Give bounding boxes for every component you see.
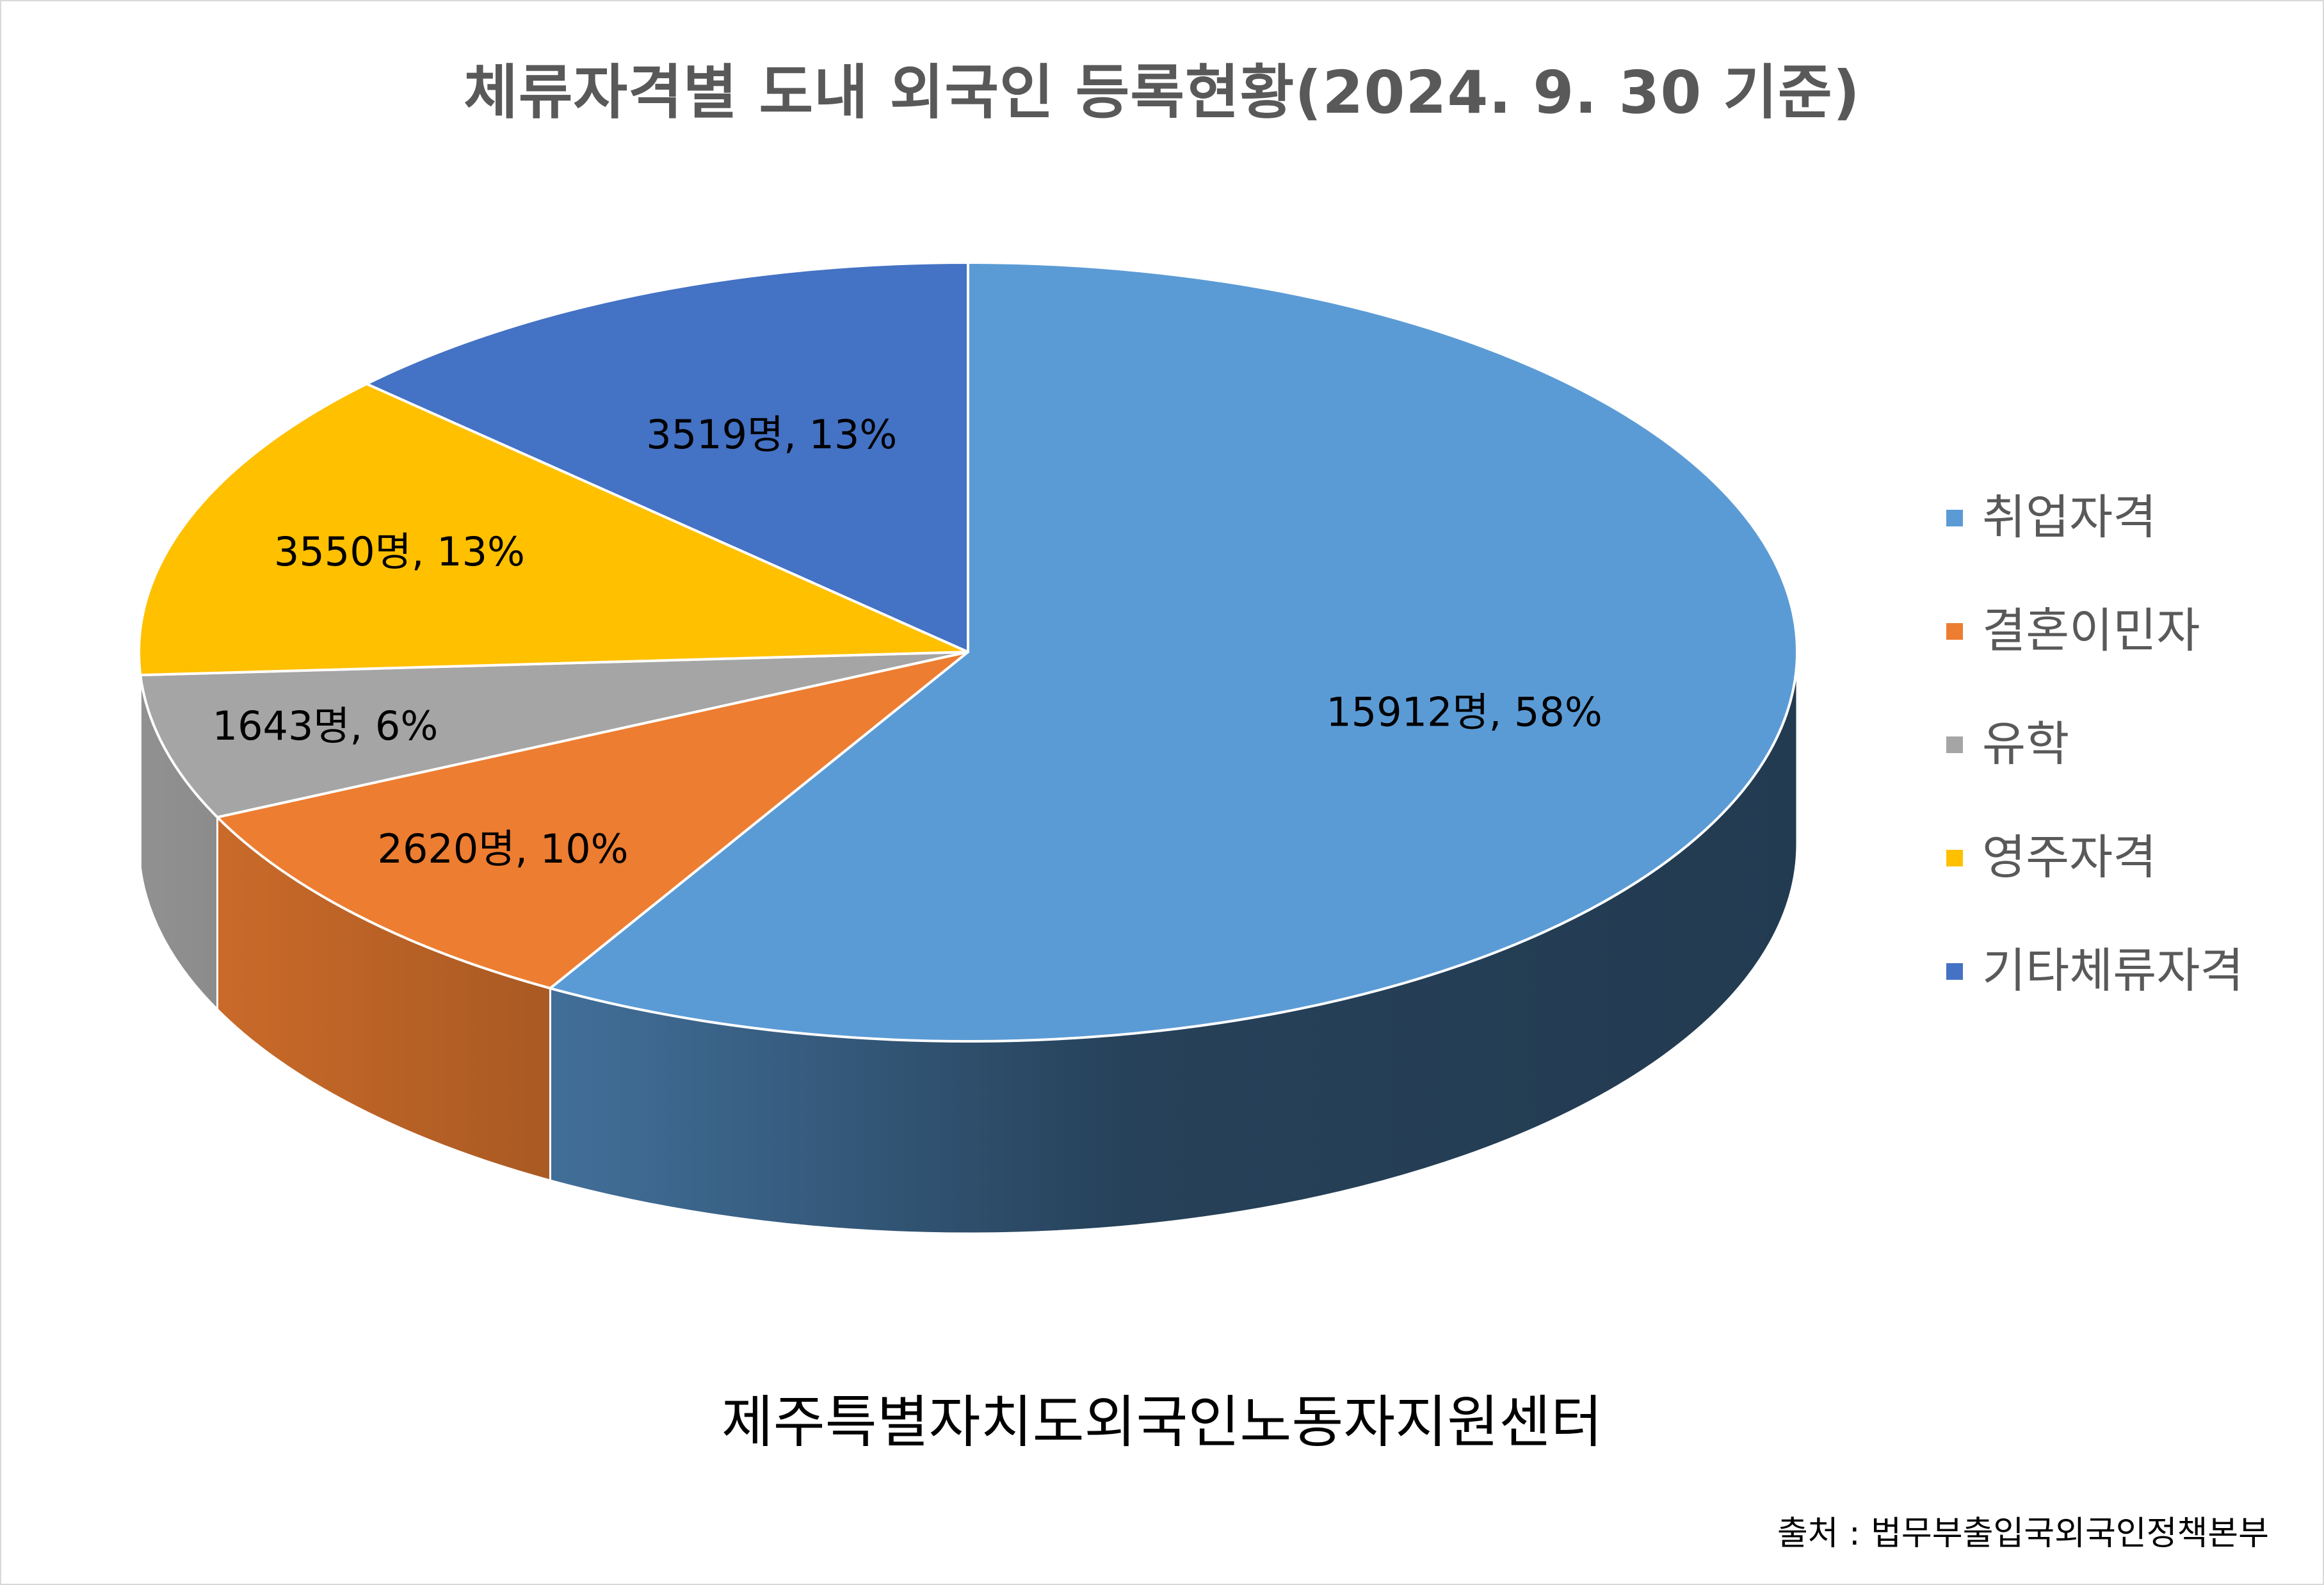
data-label-4: 3519명, 13%	[646, 411, 897, 458]
legend-label-4: 기타체류자격	[1982, 943, 2244, 998]
pie-data-labels: 15912명, 58% 2620명, 10% 1643명, 6% 3550명, 13%…	[213, 411, 1602, 872]
slice-3	[138, 382, 969, 677]
legend-label-3: 영주자격	[1982, 830, 2157, 885]
pie-top-slices	[138, 261, 1798, 1043]
slice-1	[216, 651, 969, 990]
slice-0	[549, 261, 1798, 1043]
legend-swatch-3	[1946, 850, 1963, 866]
slice-4	[365, 261, 969, 653]
data-label-0: 15912명, 58%	[1326, 688, 1602, 735]
slice-side-3	[138, 651, 141, 868]
legend-swatch-4	[1946, 963, 1963, 980]
legend-swatch-0	[1946, 510, 1963, 526]
legend-label-2: 유학	[1982, 717, 2070, 772]
chart-title: 체류자격별 도내 외국인 등록현황(2024. 9. 30 기준)	[464, 58, 1860, 127]
slice-2	[139, 651, 969, 819]
legend-label-1: 결혼이민자	[1982, 603, 2200, 658]
source-note: 출처 : 법무부출입국외국인정책본부	[1777, 1515, 2269, 1553]
legend-label-0: 취업자격	[1982, 490, 2157, 545]
data-label-3: 3550명, 13%	[274, 528, 525, 575]
data-label-1: 2620명, 10%	[378, 825, 629, 872]
data-label-2: 1643명, 6%	[213, 703, 439, 749]
organization-name: 제주특별자치도외국인노동자지원센터	[721, 1389, 1603, 1455]
legend-swatch-2	[1946, 736, 1963, 753]
legend-swatch-1	[1946, 623, 1963, 640]
